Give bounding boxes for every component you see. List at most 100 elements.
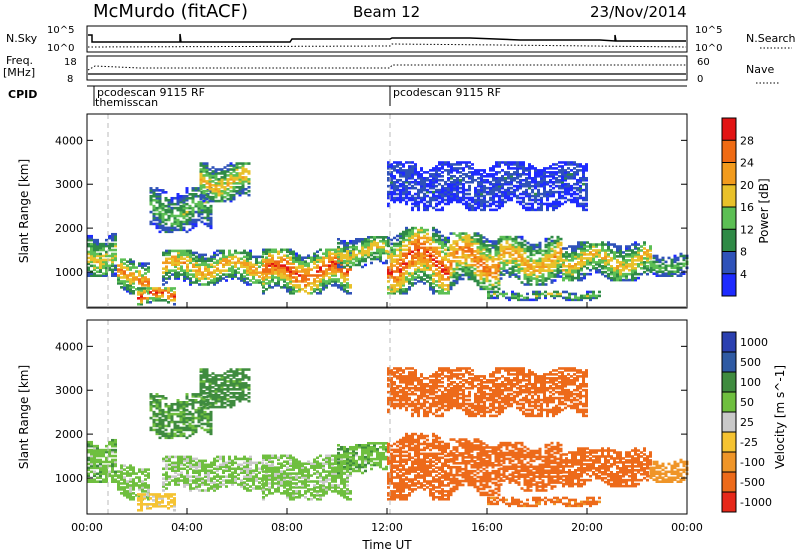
- power-echo-cell: [261, 255, 264, 259]
- power-echo-cell: [565, 274, 568, 278]
- power-echo-cell: [334, 278, 337, 281]
- power-echo-cell: [414, 272, 417, 275]
- power-echo-cell: [229, 199, 233, 203]
- power-echo-cell: [255, 281, 258, 284]
- power-echo-cell: [531, 190, 534, 194]
- power-echo-cell: [522, 204, 525, 208]
- power-echo-cell: [646, 264, 649, 268]
- power-echo-cell: [429, 204, 432, 208]
- power-echo-cell: [553, 251, 557, 255]
- power-echo-cell: [438, 190, 441, 194]
- power-echo-cell: [477, 204, 480, 208]
- power-echo-cell: [601, 249, 604, 252]
- power-echo-cell: [604, 259, 607, 262]
- power-echo-cell: [387, 190, 390, 194]
- power-echo-cell: [649, 245, 652, 248]
- power-echo-cell: [123, 274, 126, 277]
- power-echo-cell: [213, 275, 216, 278]
- power-echo-cell: [165, 251, 168, 255]
- power-echo-cell: [274, 282, 277, 285]
- power-echo-cell: [450, 194, 453, 198]
- power-echo-cell: [277, 274, 280, 277]
- power-echo-cell: [205, 180, 209, 183]
- power-echo-cell: [435, 228, 438, 232]
- power-echo-cell: [393, 252, 396, 256]
- power-echo-cell: [514, 269, 518, 272]
- power-echo-cell: [513, 171, 516, 174]
- power-echo-cell: [652, 256, 656, 260]
- power-echo-cell: [247, 178, 251, 181]
- power-echo-cell: [237, 267, 240, 270]
- power-echo-cell: [402, 198, 405, 202]
- power-echo-cell: [550, 279, 554, 282]
- power-echo-cell: [426, 264, 429, 267]
- power-echo-cell: [499, 261, 503, 265]
- power-echo-cell: [492, 169, 495, 172]
- power-echo-cell: [387, 266, 390, 269]
- power-echo-cell: [516, 186, 519, 190]
- power-echo-cell: [540, 208, 543, 212]
- power-echo-cell: [255, 259, 258, 263]
- power-echo-cell: [541, 263, 545, 267]
- power-echo-cell: [426, 260, 429, 263]
- power-echo-cell: [585, 192, 588, 196]
- power-echo-cell: [507, 161, 510, 164]
- power-echo-cell: [502, 294, 505, 298]
- power-echo-cell: [543, 184, 546, 188]
- power-echo-cell: [604, 274, 607, 278]
- power-echo-cell: [249, 261, 252, 265]
- power-echo-cell: [96, 258, 99, 262]
- power-echo-cell: [423, 240, 426, 244]
- power-echo-cell: [492, 176, 495, 180]
- power-echo-cell: [301, 256, 304, 260]
- power-echo-cell: [220, 189, 224, 193]
- power-echo-cell: [96, 260, 99, 264]
- power-echo-cell: [470, 277, 474, 281]
- power-echo-cell: [225, 273, 228, 276]
- power-echo-cell: [240, 275, 243, 278]
- power-echo-cell: [423, 266, 426, 269]
- power-echo-cell: [99, 246, 102, 250]
- power-echo-cell: [477, 200, 480, 204]
- velocity-echo-cell: [149, 406, 153, 410]
- power-echo-cell: [547, 243, 551, 247]
- power-echo-cell: [470, 244, 474, 247]
- power-echo-cell: [170, 295, 173, 298]
- power-echo-cell: [670, 274, 674, 277]
- power-echo-cell: [408, 171, 411, 174]
- power-echo-cell: [441, 242, 444, 246]
- power-echo-cell: [376, 247, 379, 251]
- power-echo-cell: [679, 274, 683, 277]
- power-echo-cell: [249, 249, 252, 253]
- power-echo-cell: [580, 261, 583, 264]
- power-echo-cell: [577, 266, 580, 270]
- power-echo-cell: [579, 163, 582, 166]
- power-echo-cell: [474, 173, 477, 176]
- power-echo-cell: [682, 272, 686, 276]
- power-echo-cell: [108, 242, 111, 246]
- power-echo-cell: [304, 290, 307, 293]
- power-echo-cell: [268, 260, 271, 263]
- power-echo-cell: [405, 226, 408, 230]
- velocity-echo-cell: [138, 478, 141, 481]
- power-echo-cell: [435, 173, 438, 176]
- power-echo-cell: [105, 274, 108, 277]
- power-echo-cell: [610, 257, 613, 260]
- power-echo-cell: [526, 259, 530, 263]
- power-echo-cell: [464, 236, 468, 239]
- power-echo-cell: [532, 259, 536, 263]
- power-echo-cell: [376, 243, 379, 247]
- power-echo-cell: [523, 273, 527, 276]
- power-echo-cell: [498, 204, 501, 208]
- power-echo-cell: [516, 167, 519, 170]
- power-echo-cell: [199, 185, 203, 189]
- power-echo-cell: [586, 272, 589, 276]
- power-echo-cell: [194, 202, 198, 206]
- power-echo-cell: [189, 269, 192, 272]
- power-echo-cell: [292, 266, 295, 269]
- power-echo-cell: [480, 208, 483, 212]
- velocity-echo-cell: [99, 470, 102, 474]
- power-echo-cell: [220, 176, 224, 179]
- power-echo-cell: [265, 264, 268, 267]
- power-echo-cell: [235, 174, 239, 177]
